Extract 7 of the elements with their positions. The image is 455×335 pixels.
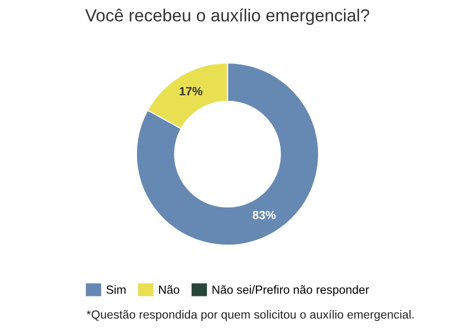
legend-label: Não sei/Prefiro não responder bbox=[212, 285, 369, 296]
data-label: 83% bbox=[252, 210, 276, 220]
data-label: 17% bbox=[180, 86, 202, 96]
chart-title: Você recebeu o auxílio emergencial? bbox=[85, 8, 370, 25]
legend-label: Sim bbox=[106, 285, 126, 294]
legend-label: Não bbox=[159, 285, 180, 294]
text: *Questão respondida por quem solicitou o auxílio emergencial. bbox=[86, 310, 414, 322]
